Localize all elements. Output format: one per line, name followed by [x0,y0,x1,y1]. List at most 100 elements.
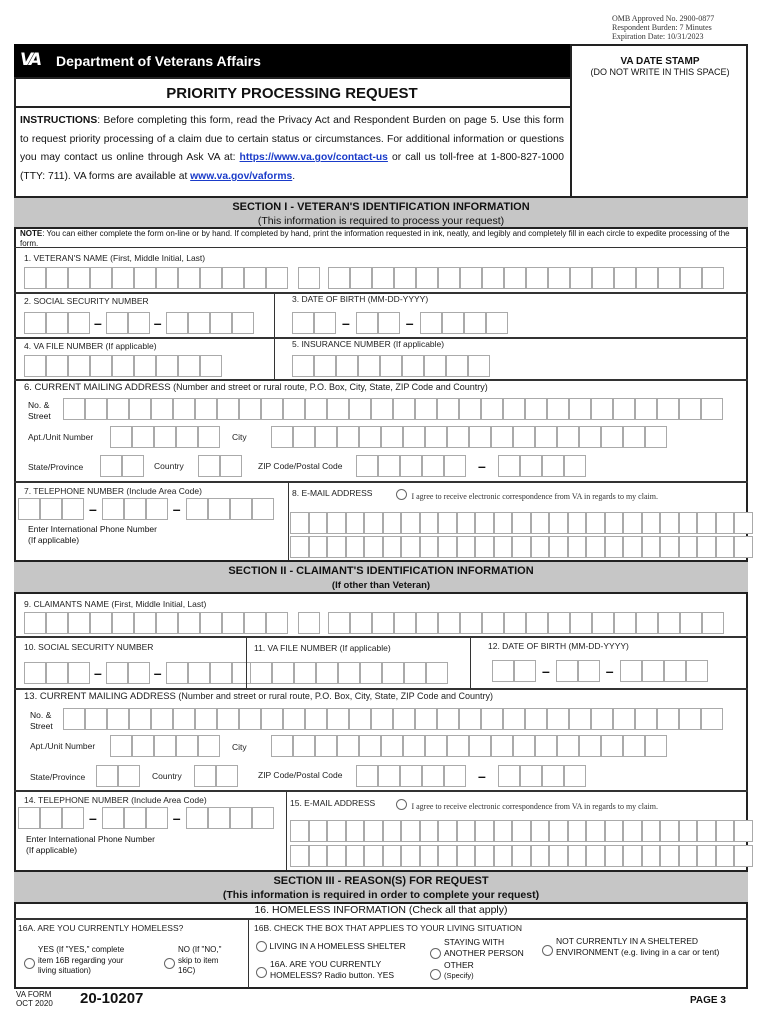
char-box[interactable] [697,512,716,534]
claimant-country-input[interactable] [194,765,238,787]
other-option[interactable] [430,966,441,984]
char-box[interactable] [393,708,415,730]
char-box[interactable] [292,355,314,377]
char-box[interactable] [105,312,128,334]
char-box[interactable] [382,820,401,842]
char-box[interactable] [530,845,549,867]
char-box[interactable] [419,536,438,558]
char-box[interactable] [185,498,208,520]
char-box[interactable] [298,267,320,289]
char-box[interactable] [165,662,188,684]
char-box[interactable] [338,662,360,684]
char-box[interactable] [372,267,394,289]
char-box[interactable] [266,267,288,289]
char-box[interactable] [586,820,605,842]
char-box[interactable] [570,612,592,634]
char-box[interactable] [382,512,401,534]
char-box[interactable] [438,267,460,289]
char-box[interactable] [415,708,437,730]
char-box[interactable] [469,426,491,448]
char-box[interactable] [308,512,327,534]
char-box[interactable] [402,355,424,377]
char-box[interactable] [586,512,605,534]
char-box[interactable] [512,845,531,867]
char-box[interactable] [468,355,490,377]
char-box[interactable] [557,426,579,448]
char-box[interactable] [46,267,68,289]
claimant-ssn-input[interactable]: – – [24,662,254,684]
char-box[interactable] [112,355,134,377]
char-box[interactable] [481,708,503,730]
char-box[interactable] [438,845,457,867]
char-box[interactable] [195,708,217,730]
char-box[interactable] [535,426,557,448]
char-box[interactable] [364,536,383,558]
homeless-yes-radio[interactable] [24,955,35,973]
char-box[interactable] [570,267,592,289]
char-box[interactable] [422,765,444,787]
char-box[interactable] [641,820,660,842]
char-box[interactable] [207,498,230,520]
char-box[interactable] [110,735,132,757]
char-box[interactable] [200,355,222,377]
claimant-email-input-line-1[interactable] [290,820,753,842]
not-sheltered-option[interactable] [542,942,553,960]
char-box[interactable] [24,662,46,684]
char-box[interactable] [512,820,531,842]
char-box[interactable] [251,498,274,520]
veteran-country-input[interactable] [198,455,242,477]
char-box[interactable] [371,398,393,420]
char-box[interactable] [569,708,591,730]
char-box[interactable] [220,455,242,477]
claimant-phone-input[interactable]: – – [18,807,274,829]
char-box[interactable] [519,765,542,787]
char-box[interactable] [382,662,404,684]
radio-icon[interactable] [256,967,267,979]
char-box[interactable] [512,536,531,558]
char-box[interactable] [107,398,129,420]
char-box[interactable] [358,355,380,377]
char-box[interactable] [118,765,140,787]
char-box[interactable] [293,426,315,448]
char-box[interactable] [345,845,364,867]
char-box[interactable] [272,662,294,684]
char-box[interactable] [456,536,475,558]
char-box[interactable] [378,455,400,477]
char-box[interactable] [381,735,403,757]
char-box[interactable] [456,820,475,842]
char-box[interactable] [209,662,232,684]
char-box[interactable] [359,735,381,757]
char-box[interactable] [349,398,371,420]
char-box[interactable] [18,498,40,520]
claimant-apt-input[interactable] [110,735,220,757]
char-box[interactable] [658,267,680,289]
char-box[interactable] [327,708,349,730]
char-box[interactable] [525,398,547,420]
char-box[interactable] [151,708,173,730]
char-box[interactable] [493,820,512,842]
char-box[interactable] [645,735,667,757]
char-box[interactable] [110,426,132,448]
char-box[interactable] [400,765,422,787]
char-box[interactable] [134,267,156,289]
radio-icon[interactable] [542,945,553,957]
radio-icon[interactable] [256,941,267,953]
char-box[interactable] [485,312,508,334]
char-box[interactable] [530,536,549,558]
char-box[interactable] [381,426,403,448]
veteran-email-input-line-2[interactable] [290,536,753,558]
char-box[interactable] [441,312,464,334]
char-box[interactable] [734,845,753,867]
char-box[interactable] [715,845,734,867]
radio-icon[interactable] [430,948,441,960]
veteran-zip-input[interactable]: – [356,455,586,477]
char-box[interactable] [557,735,579,757]
char-box[interactable] [100,455,122,477]
char-box[interactable] [613,398,635,420]
claimant-city-input[interactable] [271,735,667,757]
vaforms-link[interactable]: www.va.gov/vaforms [190,170,293,182]
char-box[interactable] [68,662,90,684]
char-box[interactable] [372,612,394,634]
char-box[interactable] [680,612,702,634]
char-box[interactable] [635,398,657,420]
